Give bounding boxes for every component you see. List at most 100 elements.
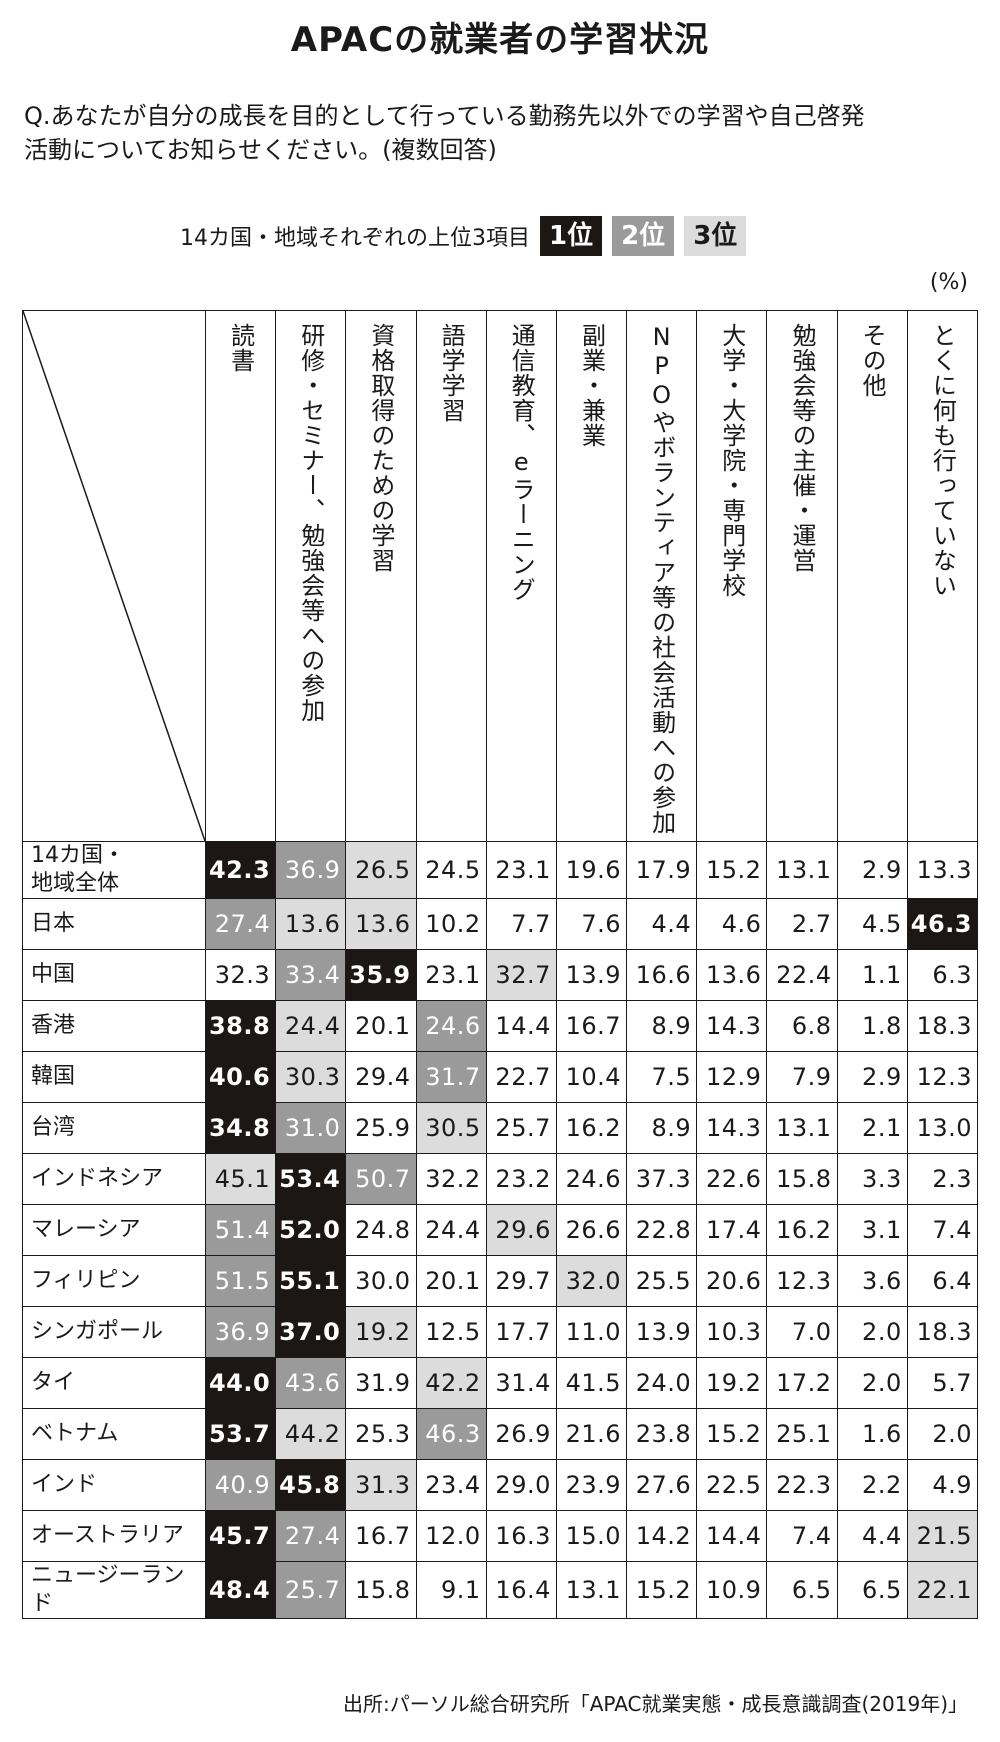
table-cell: 36.9	[204, 1306, 277, 1358]
column-header: 語学学習	[415, 310, 487, 842]
table-cell: 25.5	[626, 1255, 698, 1307]
table-cell: 15.8	[766, 1153, 838, 1205]
table-cell: 4.5	[836, 898, 908, 950]
row-label: フィリピン	[22, 1255, 206, 1307]
table-cell: 13.1	[766, 841, 838, 899]
table-cell: 2.1	[836, 1102, 908, 1154]
table-cell: 43.6	[275, 1357, 347, 1409]
table-cell: 18.3	[906, 1000, 979, 1052]
row-label: 韓国	[22, 1051, 206, 1103]
row-label: 14カ国・ 地域全体	[22, 841, 206, 899]
table-cell: 26.9	[485, 1408, 557, 1460]
table-cell: 24.6	[415, 1000, 487, 1052]
table-cell: 23.1	[415, 949, 487, 1001]
table-cell: 32.0	[555, 1255, 628, 1307]
table-cell: 41.5	[555, 1357, 628, 1409]
table-cell: 13.1	[766, 1102, 838, 1154]
table-cell: 25.3	[345, 1408, 417, 1460]
table-cell: 45.8	[275, 1459, 347, 1511]
table-cell: 23.1	[485, 841, 557, 899]
table-cell: 7.9	[766, 1051, 838, 1103]
row-label: 中国	[22, 949, 206, 1001]
column-header: とくに何も行っていない	[906, 310, 979, 842]
table-cell: 12.9	[696, 1051, 768, 1103]
table-cell: 14.4	[485, 1000, 557, 1052]
column-header-label: 語学学習	[437, 323, 466, 423]
table-cell: 22.4	[766, 949, 838, 1001]
table-cell: 25.9	[345, 1102, 417, 1154]
table-cell: 25.1	[766, 1408, 838, 1460]
table-cell: 13.6	[275, 898, 347, 950]
table-cell: 2.9	[836, 1051, 908, 1103]
table-cell: 6.5	[836, 1561, 908, 1619]
table-cell: 31.9	[345, 1357, 417, 1409]
table-cell: 13.0	[906, 1102, 979, 1154]
row-label: タイ	[22, 1357, 206, 1409]
table-cell: 2.0	[836, 1357, 908, 1409]
table-cell: 11.0	[555, 1306, 628, 1358]
row-label: 日本	[22, 898, 206, 950]
table-cell: 45.7	[204, 1510, 277, 1562]
table-cell: 22.6	[696, 1153, 768, 1205]
table-row: ベトナム 53.7 44.2 25.3 46.3 26.9 21.6 23.8 15.2 25.1…	[22, 1408, 979, 1460]
table-cell: 4.4	[626, 898, 698, 950]
table-cell: 17.2	[766, 1357, 838, 1409]
table-cell: 46.3	[415, 1408, 487, 1460]
table-cell: 31.7	[415, 1051, 487, 1103]
table-cell: 55.1	[275, 1255, 347, 1307]
table-cell: 6.4	[906, 1255, 979, 1307]
table-cell: 12.3	[766, 1255, 838, 1307]
corner-cell	[22, 310, 206, 842]
table-row: ニュージーランド 48.4 25.7 15.8 9.1 16.4 13.1 15.2 10.9 6…	[22, 1561, 979, 1619]
table-cell: 32.7	[485, 949, 557, 1001]
table-cell: 34.8	[204, 1102, 277, 1154]
table-cell: 2.3	[906, 1153, 979, 1205]
column-header: 読書	[204, 310, 277, 842]
table-cell: 12.0	[415, 1510, 487, 1562]
table-cell: 22.1	[906, 1561, 979, 1619]
table-cell: 19.2	[696, 1357, 768, 1409]
table-cell: 15.2	[696, 841, 768, 899]
table-cell: 1.6	[836, 1408, 908, 1460]
table-cell: 16.7	[555, 1000, 628, 1052]
table-cell: 6.3	[906, 949, 979, 1001]
table-cell: 1.1	[836, 949, 908, 1001]
table-cell: 44.2	[275, 1408, 347, 1460]
table-cell: 22.3	[766, 1459, 838, 1511]
learning-status-table: 読書 研修・セミナー、勉強会等への参加 資格取得のための学習 語学学習 通信教育、eラー…	[22, 310, 979, 1619]
corner-diagonal-line	[23, 311, 205, 841]
table-cell: 14.3	[696, 1102, 768, 1154]
column-header-label: 勉強会等の主催・運営	[787, 323, 816, 573]
column-header-label: とくに何も行っていない	[928, 323, 957, 598]
table-cell: 24.4	[415, 1204, 487, 1256]
table-cell: 16.2	[555, 1102, 628, 1154]
table-cell: 19.6	[555, 841, 628, 899]
table-cell: 27.4	[204, 898, 277, 950]
table-cell: 5.7	[906, 1357, 979, 1409]
table-cell: 7.4	[766, 1510, 838, 1562]
table-cell: 15.8	[345, 1561, 417, 1619]
table-cell: 7.0	[766, 1306, 838, 1358]
table-cell: 26.5	[345, 841, 417, 899]
table-row: フィリピン 51.5 55.1 30.0 20.1 29.7 32.0 25.5 20.6 12.…	[22, 1255, 979, 1307]
table-cell: 14.4	[696, 1510, 768, 1562]
table-cell: 15.2	[696, 1408, 768, 1460]
table-cell: 16.3	[485, 1510, 557, 1562]
table-cell: 25.7	[485, 1102, 557, 1154]
table-cell: 14.2	[626, 1510, 698, 1562]
table-cell: 22.5	[696, 1459, 768, 1511]
column-header: 副業・兼業	[555, 310, 628, 842]
table-cell: 13.3	[906, 841, 979, 899]
table-cell: 3.3	[836, 1153, 908, 1205]
column-header-label: 大学・大学院・専門学校	[717, 323, 746, 598]
table-cell: 29.0	[485, 1459, 557, 1511]
table-cell: 4.4	[836, 1510, 908, 1562]
table-cell: 2.0	[906, 1408, 979, 1460]
table-cell: 16.4	[485, 1561, 557, 1619]
table-cell: 50.7	[345, 1153, 417, 1205]
table-cell: 31.0	[275, 1102, 347, 1154]
table-cell: 7.4	[906, 1204, 979, 1256]
legend-rank-3-chip: 3位	[684, 216, 747, 256]
table-cell: 15.0	[555, 1510, 628, 1562]
table-cell: 27.6	[626, 1459, 698, 1511]
